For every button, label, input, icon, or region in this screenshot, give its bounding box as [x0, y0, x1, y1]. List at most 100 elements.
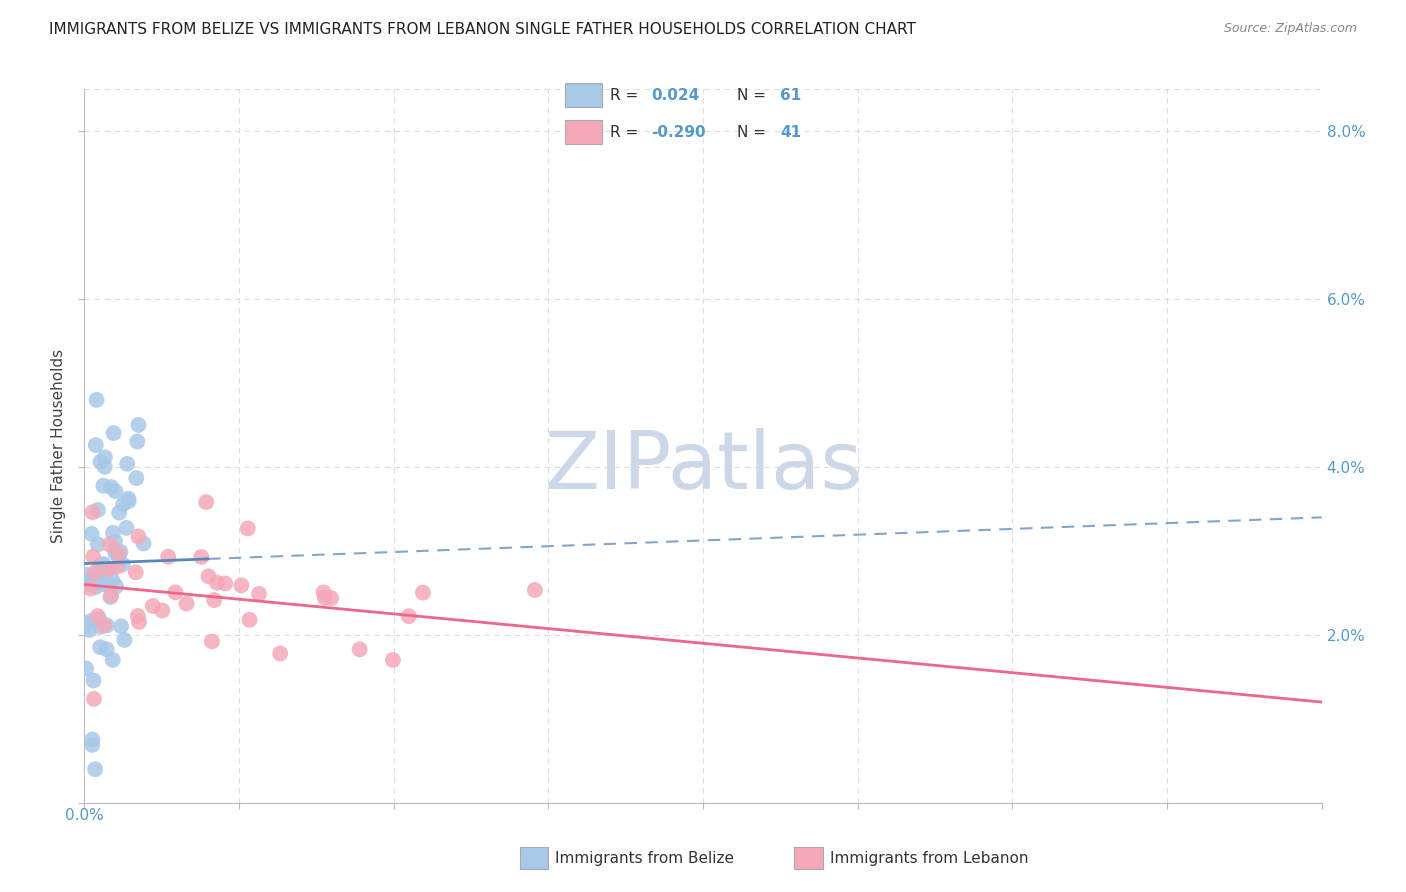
- Text: Immigrants from Lebanon: Immigrants from Lebanon: [830, 851, 1028, 865]
- Point: [321, 591, 343, 605]
- Point: [269, 647, 291, 661]
- Point: [412, 585, 434, 599]
- Point: [89, 455, 111, 469]
- Point: [312, 585, 335, 599]
- Point: [87, 503, 110, 517]
- Point: [247, 587, 270, 601]
- Text: 41: 41: [780, 125, 801, 140]
- Point: [127, 434, 149, 449]
- Point: [125, 566, 148, 580]
- Point: [87, 612, 110, 626]
- Point: [97, 562, 120, 576]
- Point: [128, 615, 150, 629]
- Point: [195, 495, 218, 509]
- Point: [110, 545, 132, 559]
- Point: [101, 653, 124, 667]
- Text: IMMIGRANTS FROM BELIZE VS IMMIGRANTS FROM LEBANON SINGLE FATHER HOUSEHOLDS CORRE: IMMIGRANTS FROM BELIZE VS IMMIGRANTS FRO…: [49, 22, 917, 37]
- Point: [79, 615, 101, 629]
- Text: -0.290: -0.290: [651, 125, 706, 140]
- Point: [96, 642, 118, 657]
- Point: [98, 590, 121, 604]
- Point: [84, 438, 107, 452]
- Point: [84, 566, 107, 580]
- Point: [201, 634, 224, 648]
- Point: [107, 546, 129, 560]
- Point: [398, 609, 420, 624]
- Text: 61: 61: [780, 87, 801, 103]
- Text: Immigrants from Belize: Immigrants from Belize: [555, 851, 734, 865]
- Point: [125, 471, 148, 485]
- Point: [132, 536, 155, 550]
- Text: R =: R =: [610, 87, 638, 103]
- Point: [90, 558, 112, 572]
- Point: [107, 549, 129, 563]
- Point: [150, 604, 173, 618]
- Point: [80, 527, 103, 541]
- Point: [127, 529, 149, 543]
- Point: [83, 673, 105, 688]
- Text: R =: R =: [610, 125, 638, 140]
- Point: [75, 661, 97, 675]
- Point: [93, 557, 115, 571]
- Point: [127, 609, 149, 624]
- Point: [214, 576, 236, 591]
- Point: [93, 577, 115, 591]
- Point: [93, 479, 115, 493]
- Text: 0.0%: 0.0%: [65, 808, 104, 822]
- Point: [97, 579, 120, 593]
- Point: [349, 642, 371, 657]
- Text: N =: N =: [737, 87, 766, 103]
- Point: [202, 593, 225, 607]
- Point: [93, 618, 115, 632]
- Point: [94, 450, 117, 465]
- Point: [381, 653, 404, 667]
- Point: [108, 506, 131, 520]
- Point: [98, 537, 121, 551]
- Point: [75, 577, 97, 591]
- Point: [89, 620, 111, 634]
- Point: [96, 618, 118, 632]
- Point: [83, 692, 105, 706]
- Point: [105, 579, 128, 593]
- Point: [104, 534, 127, 549]
- Point: [94, 567, 117, 582]
- Point: [115, 457, 138, 471]
- Point: [236, 521, 259, 535]
- Point: [314, 591, 336, 605]
- Point: [87, 568, 110, 582]
- Point: [117, 491, 139, 506]
- Point: [76, 567, 98, 582]
- Y-axis label: Single Father Households: Single Father Households: [51, 349, 66, 543]
- Point: [79, 623, 101, 637]
- Point: [111, 558, 134, 572]
- Point: [523, 582, 546, 597]
- Point: [100, 480, 122, 494]
- Point: [86, 609, 108, 624]
- Text: ZIPatlas: ZIPatlas: [544, 428, 862, 507]
- Point: [238, 613, 260, 627]
- Point: [86, 392, 108, 407]
- Point: [89, 574, 111, 588]
- Point: [231, 578, 253, 592]
- Point: [84, 762, 107, 776]
- Text: Source: ZipAtlas.com: Source: ZipAtlas.com: [1223, 22, 1357, 36]
- Point: [112, 632, 135, 647]
- Point: [165, 585, 187, 599]
- Point: [76, 572, 98, 586]
- Point: [84, 580, 107, 594]
- Point: [103, 426, 125, 441]
- Point: [104, 543, 127, 558]
- Point: [82, 738, 104, 752]
- Point: [79, 582, 101, 596]
- Point: [197, 569, 219, 583]
- Point: [205, 575, 228, 590]
- Point: [110, 619, 132, 633]
- Point: [112, 497, 135, 511]
- Point: [101, 525, 124, 540]
- Point: [104, 546, 127, 560]
- Point: [118, 494, 141, 508]
- Point: [75, 617, 97, 632]
- Point: [176, 597, 198, 611]
- Point: [82, 732, 104, 747]
- Point: [91, 563, 114, 577]
